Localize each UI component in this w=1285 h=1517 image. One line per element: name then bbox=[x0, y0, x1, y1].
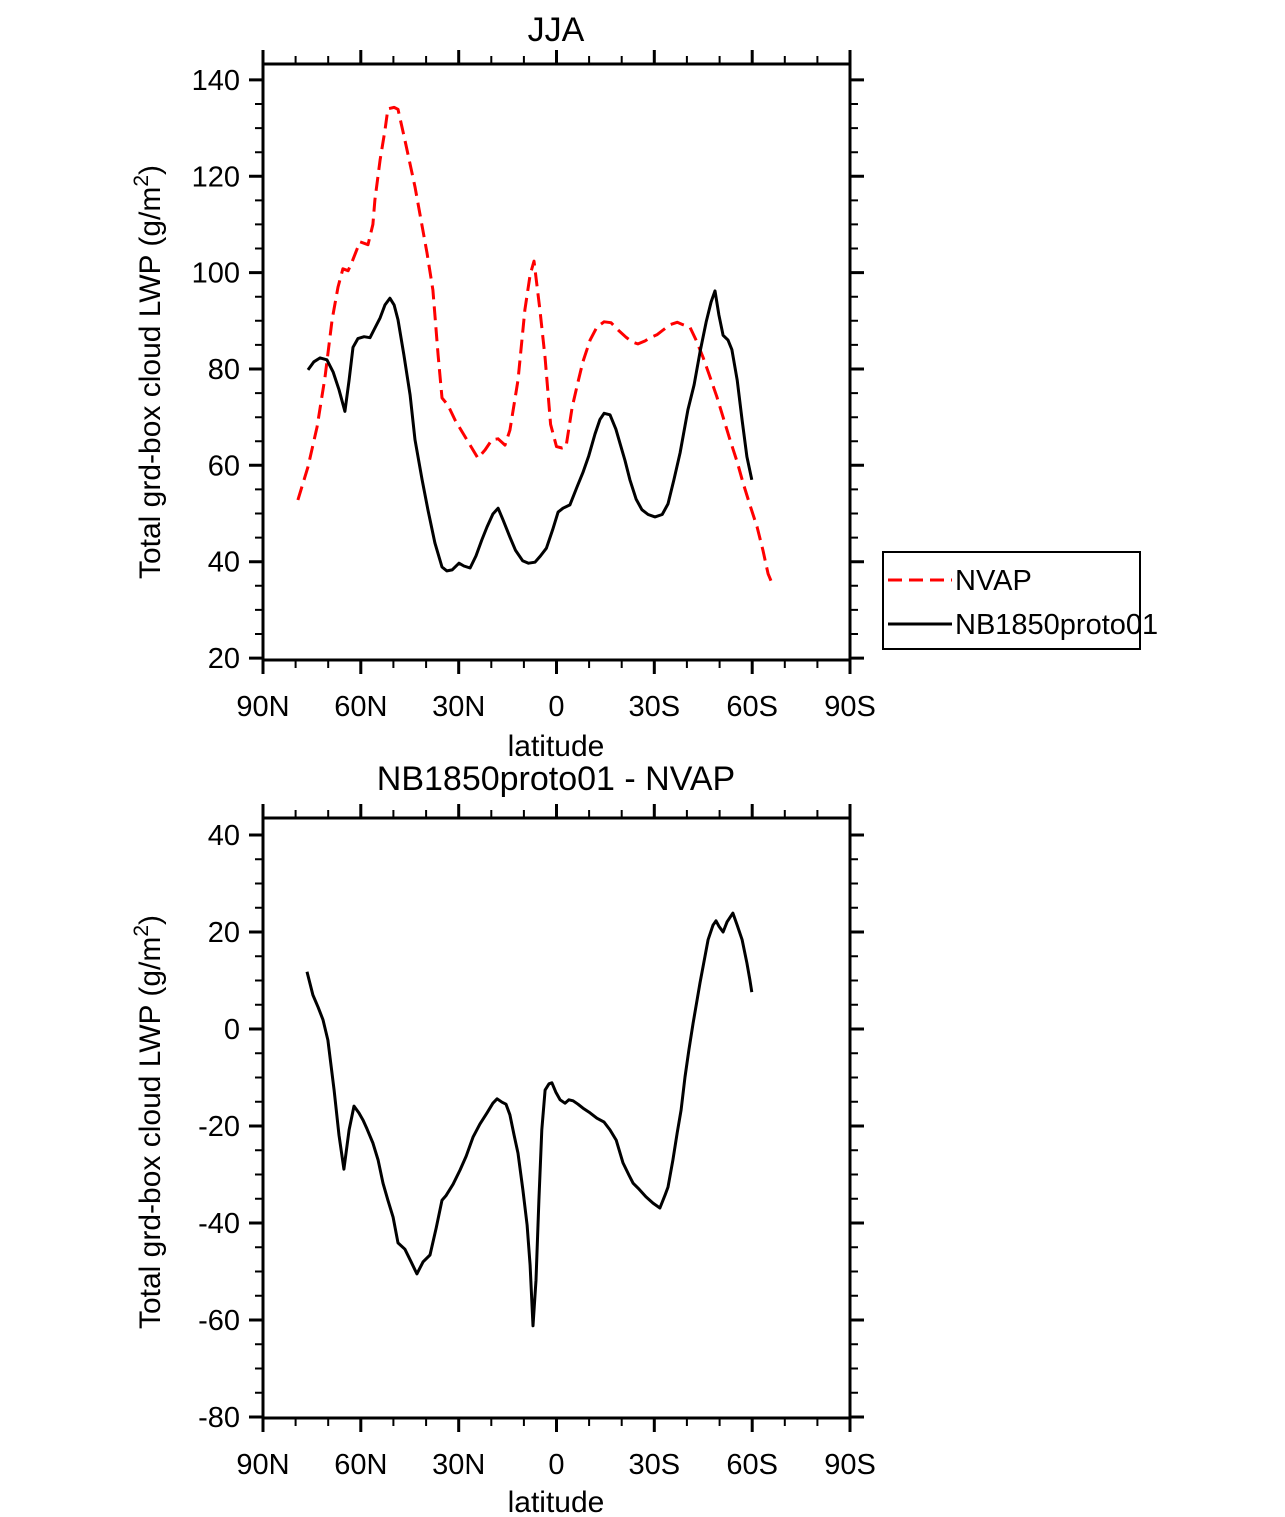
series bbox=[296, 105, 773, 582]
legend: NVAP NB1850proto01 bbox=[882, 551, 1158, 650]
x-tick-label: 90N bbox=[236, 1449, 289, 1481]
x-tick-label: 0 bbox=[548, 691, 564, 723]
y-tick-label: 60 bbox=[208, 450, 240, 482]
y-tick-label: 120 bbox=[192, 161, 240, 193]
major-ticks bbox=[249, 804, 864, 1432]
x-tick-label: 90N bbox=[236, 691, 289, 723]
x-axis-title: latitude bbox=[508, 730, 605, 763]
chart-title: NB1850proto01 - NVAP bbox=[377, 760, 735, 798]
x-tick-label: 90S bbox=[824, 691, 876, 723]
chart-jja: JJA Total grd-box cloud LWP (g/m2) latit… bbox=[130, 11, 1158, 763]
y-tick-label: 40 bbox=[208, 547, 240, 579]
y-tick-label: 100 bbox=[192, 258, 240, 290]
x-tick-label: 0 bbox=[548, 1449, 564, 1481]
x-tick-label: 30S bbox=[628, 691, 680, 723]
chart-difference: NB1850proto01 - NVAP Total grd-box cloud… bbox=[130, 760, 876, 1517]
y-tick-label: -60 bbox=[198, 1305, 240, 1337]
y-tick-label: 0 bbox=[224, 1014, 240, 1046]
series-nb1850proto01 bbox=[306, 289, 754, 573]
series-nvap bbox=[296, 105, 773, 582]
x-tick-label: 30S bbox=[628, 1449, 680, 1481]
legend-label-nvap: NVAP bbox=[955, 565, 1032, 597]
y-tick-label: 140 bbox=[192, 65, 240, 97]
y-tick-label: 20 bbox=[208, 643, 240, 675]
y-tick-label: 80 bbox=[208, 354, 240, 386]
y-tick-label: -80 bbox=[198, 1402, 240, 1434]
y-tick-label: -20 bbox=[198, 1111, 240, 1143]
x-axis-title: latitude bbox=[508, 1486, 605, 1517]
major-ticks bbox=[249, 50, 864, 674]
y-tick-label: 40 bbox=[208, 820, 240, 852]
series bbox=[305, 911, 754, 1328]
minor-ticks bbox=[255, 56, 858, 668]
axes: 90N 60N 30N 0 30S 60S 90S 140 120 100 80 60 40 20 bbox=[192, 50, 876, 723]
y-axis-title: Total grd-box cloud LWP (g/m2) bbox=[130, 165, 167, 579]
y-tick-label: 20 bbox=[208, 917, 240, 949]
legend-label-nb1850proto01: NB1850proto01 bbox=[955, 609, 1158, 641]
series-nb1850proto01-nvap bbox=[305, 911, 754, 1328]
x-tick-label: 60N bbox=[334, 1449, 387, 1481]
x-tick-label: 30N bbox=[432, 1449, 485, 1481]
axes: 90N 60N 30N 0 30S 60S 90S 40 20 0 -20 -40 -60 -80 bbox=[198, 804, 876, 1481]
x-tick-label: 30N bbox=[432, 691, 485, 723]
chart-title: JJA bbox=[528, 11, 585, 49]
y-axis-title: Total grd-box cloud LWP (g/m2) bbox=[130, 915, 167, 1329]
x-tick-label: 60S bbox=[726, 1449, 778, 1481]
x-tick-label: 60N bbox=[334, 691, 387, 723]
minor-ticks bbox=[255, 810, 858, 1426]
x-tick-label: 60S bbox=[726, 691, 778, 723]
legend-box bbox=[882, 551, 1141, 650]
x-tick-label: 90S bbox=[824, 1449, 876, 1481]
y-tick-label: -40 bbox=[198, 1208, 240, 1240]
